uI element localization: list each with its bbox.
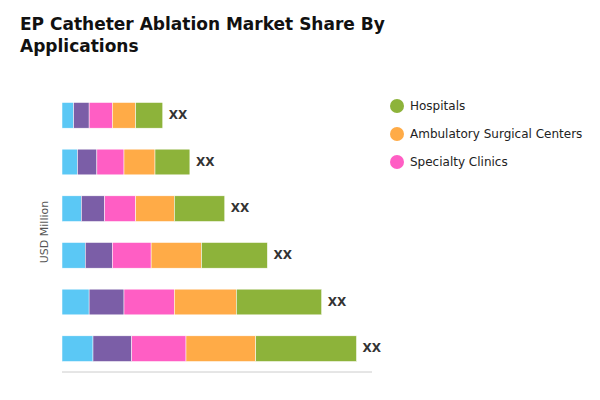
bar-label: XX <box>363 341 382 355</box>
bar-segment <box>174 289 236 315</box>
bar-segment <box>97 149 124 175</box>
bar-segment <box>62 243 85 269</box>
legend-label: Hospitals <box>410 99 465 113</box>
bar-segment <box>136 196 175 222</box>
bars <box>62 103 357 362</box>
bar-segment <box>89 289 124 315</box>
bar-label: XX <box>196 155 215 169</box>
title: EP Catheter Ablation Market Share ByAppl… <box>20 14 385 56</box>
legend-marker <box>390 127 404 141</box>
y-axis-label: USD Million <box>38 201 51 263</box>
bar-segment <box>186 336 256 362</box>
bar-segment <box>155 149 190 175</box>
x-axis-line <box>62 372 372 373</box>
bar-segment <box>151 243 201 269</box>
bar-segment <box>256 336 357 362</box>
bar-segment <box>74 103 90 129</box>
legend: Hospitals Ambulatory Surgical Centers Spec… <box>390 99 582 170</box>
bar-segment <box>78 149 97 175</box>
bar-segment <box>136 103 163 129</box>
chart-container: EP Catheter Ablation Market Share ByAppl… <box>0 0 600 400</box>
bar-label: XX <box>273 248 292 262</box>
chart: EP Catheter Ablation Market Share ByAppl… <box>0 0 600 400</box>
bar-segment <box>124 289 174 315</box>
legend-label: Specialty Clinics <box>410 155 508 169</box>
bar-label: XX <box>231 201 250 215</box>
bar-segment <box>62 103 74 129</box>
bar-segment <box>85 243 112 269</box>
bar-segment <box>62 149 78 175</box>
bar-segment <box>62 196 81 222</box>
bar-segment <box>62 289 89 315</box>
bar-label: XX <box>328 295 347 309</box>
bar-segment <box>93 336 132 362</box>
bar-segment <box>202 243 268 269</box>
bar-segment <box>112 243 151 269</box>
legend-marker <box>390 99 404 113</box>
bar-segment <box>132 336 186 362</box>
bar-segment <box>81 196 104 222</box>
legend-marker <box>390 155 404 169</box>
bar-segment <box>124 149 155 175</box>
bar-segment <box>112 103 135 129</box>
bar-segment <box>174 196 224 222</box>
bar-segment <box>105 196 136 222</box>
legend-label: Ambulatory Surgical Centers <box>410 127 582 141</box>
bar-segment <box>89 103 112 129</box>
bar-segment <box>236 289 321 315</box>
background <box>0 0 600 400</box>
bar-segment <box>62 336 93 362</box>
bar-label: XX <box>169 108 188 122</box>
